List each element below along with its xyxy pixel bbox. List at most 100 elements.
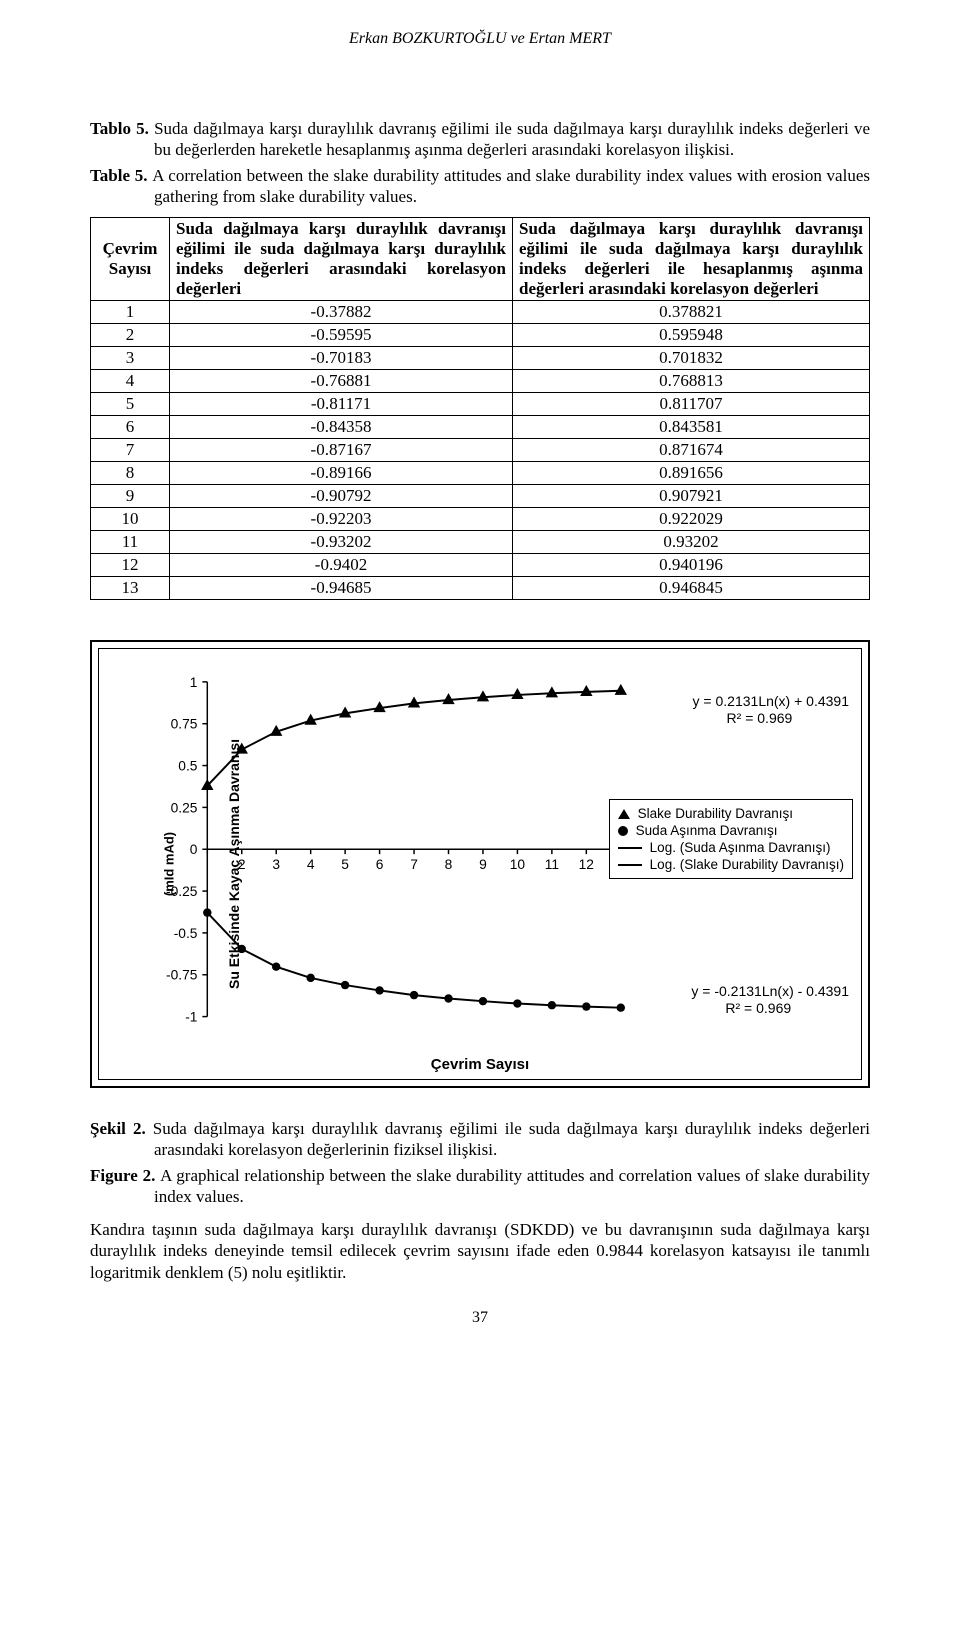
- cell: 0.595948: [513, 324, 870, 347]
- svg-text:0.75: 0.75: [171, 717, 198, 732]
- svg-text:10: 10: [510, 857, 526, 872]
- caption-lead: Figure 2.: [90, 1166, 160, 1185]
- equation-upper: y = 0.2131Ln(x) + 0.4391 R² = 0.969: [693, 693, 849, 727]
- cell: 9: [91, 485, 170, 508]
- table-row: 10-0.922030.922029: [91, 508, 870, 531]
- cell: 0.843581: [513, 416, 870, 439]
- caption-table5: Table 5. A correlation between the slake…: [90, 165, 870, 208]
- table-row: 11-0.932020.93202: [91, 531, 870, 554]
- cell: 7: [91, 439, 170, 462]
- cell: -0.76881: [170, 370, 513, 393]
- table-row: 12-0.94020.940196: [91, 554, 870, 577]
- cell: -0.93202: [170, 531, 513, 554]
- x-axis-label: Çevrim Sayısı: [99, 1056, 861, 1073]
- cell: 0.922029: [513, 508, 870, 531]
- svg-text:5: 5: [341, 857, 349, 872]
- caption-sekil2: Şekil 2. Suda dağılmaya karşı duraylılık…: [90, 1118, 870, 1161]
- legend-item: Log. (Suda Aşınma Davranışı): [618, 840, 844, 855]
- line-icon: [618, 864, 642, 866]
- table-row: 6-0.843580.843581: [91, 416, 870, 439]
- cell: 1: [91, 301, 170, 324]
- svg-text:7: 7: [410, 857, 418, 872]
- svg-text:-1: -1: [185, 1010, 197, 1025]
- col-header-0: Çevrim Sayısı: [91, 218, 170, 301]
- caption-body: Suda dağılmaya karşı duraylılık davranış…: [153, 1119, 870, 1159]
- cell: 13: [91, 577, 170, 600]
- cell: 0.93202: [513, 531, 870, 554]
- chart-legend: Slake Durability Davranışı Suda Aşınma Da…: [609, 799, 853, 879]
- caption-body: A graphical relationship between the sla…: [154, 1166, 870, 1206]
- table-row: 3-0.701830.701832: [91, 347, 870, 370]
- cell: -0.81171: [170, 393, 513, 416]
- cell: 2: [91, 324, 170, 347]
- svg-text:0: 0: [190, 842, 198, 857]
- svg-text:1: 1: [190, 675, 198, 690]
- cell: 0.378821: [513, 301, 870, 324]
- legend-item: Slake Durability Davranışı: [618, 806, 844, 821]
- y-axis-label: Su Etkisinde Kayaç Aşınma Davranışı: [226, 739, 242, 989]
- svg-text:0.25: 0.25: [171, 800, 198, 815]
- svg-text:3: 3: [272, 857, 280, 872]
- cell: -0.94685: [170, 577, 513, 600]
- cell: 0.768813: [513, 370, 870, 393]
- cell: 0.946845: [513, 577, 870, 600]
- col-header-2: Suda dağılmaya karşı duraylılık davranış…: [513, 218, 870, 301]
- circle-icon: [618, 826, 628, 836]
- table-row: 7-0.871670.871674: [91, 439, 870, 462]
- svg-text:0.5: 0.5: [178, 758, 197, 773]
- svg-text:8: 8: [445, 857, 453, 872]
- cell: 11: [91, 531, 170, 554]
- caption-lead: Tablo 5.: [90, 119, 154, 138]
- body-paragraph: Kandıra taşının suda dağılmaya karşı dur…: [90, 1219, 870, 1283]
- table-row: 2-0.595950.595948: [91, 324, 870, 347]
- cell: -0.90792: [170, 485, 513, 508]
- cell: 5: [91, 393, 170, 416]
- cell: 8: [91, 462, 170, 485]
- cell: -0.9402: [170, 554, 513, 577]
- caption-figure2: Figure 2. A graphical relationship betwe…: [90, 1165, 870, 1208]
- cell: 12: [91, 554, 170, 577]
- caption-tablo5: Tablo 5. Suda dağılmaya karşı duraylılık…: [90, 118, 870, 161]
- legend-item: Log. (Slake Durability Davranışı): [618, 857, 844, 872]
- cell: 4: [91, 370, 170, 393]
- cell: -0.70183: [170, 347, 513, 370]
- correlation-table: Çevrim Sayısı Suda dağılmaya karşı duray…: [90, 217, 870, 600]
- legend-item: Suda Aşınma Davranışı: [618, 823, 844, 838]
- cell: 0.907921: [513, 485, 870, 508]
- svg-text:-0.5: -0.5: [174, 926, 198, 941]
- cell: -0.59595: [170, 324, 513, 347]
- svg-text:11: 11: [545, 857, 559, 872]
- equation-lower: y = -0.2131Ln(x) - 0.4391 R² = 0.969: [691, 983, 849, 1017]
- caption-body: A correlation between the slake durabili…: [152, 166, 870, 206]
- cell: 0.891656: [513, 462, 870, 485]
- caption-lead: Şekil 2.: [90, 1119, 153, 1138]
- cell: 0.701832: [513, 347, 870, 370]
- cell: -0.87167: [170, 439, 513, 462]
- cell: -0.92203: [170, 508, 513, 531]
- svg-text:4: 4: [307, 857, 315, 872]
- cell: 10: [91, 508, 170, 531]
- table-row: 8-0.891660.891656: [91, 462, 870, 485]
- cell: 6: [91, 416, 170, 439]
- col-header-1: Suda dağılmaya karşı duraylılık davranış…: [170, 218, 513, 301]
- table-row: 9-0.907920.907921: [91, 485, 870, 508]
- svg-text:-0.75: -0.75: [166, 968, 198, 983]
- cell: 0.940196: [513, 554, 870, 577]
- table-row: 1-0.378820.378821: [91, 301, 870, 324]
- table-row: 4-0.768810.768813: [91, 370, 870, 393]
- line-icon: [618, 847, 642, 849]
- figure-2: -1-0.75-0.5-0.2500.250.50.75123456789101…: [90, 640, 870, 1088]
- svg-text:12: 12: [579, 857, 594, 872]
- svg-text:9: 9: [479, 857, 487, 872]
- cell: -0.89166: [170, 462, 513, 485]
- triangle-icon: [618, 809, 630, 819]
- page-number: 37: [90, 1309, 870, 1327]
- caption-lead: Table 5.: [90, 166, 152, 185]
- y-axis-sublabel: (mId mAd): [162, 832, 177, 896]
- cell: 0.811707: [513, 393, 870, 416]
- cell: 3: [91, 347, 170, 370]
- svg-text:6: 6: [376, 857, 384, 872]
- running-head: Erkan BOZKURTOĞLU ve Ertan MERT: [90, 30, 870, 48]
- cell: -0.84358: [170, 416, 513, 439]
- caption-body: Suda dağılmaya karşı duraylılık davranış…: [154, 119, 870, 159]
